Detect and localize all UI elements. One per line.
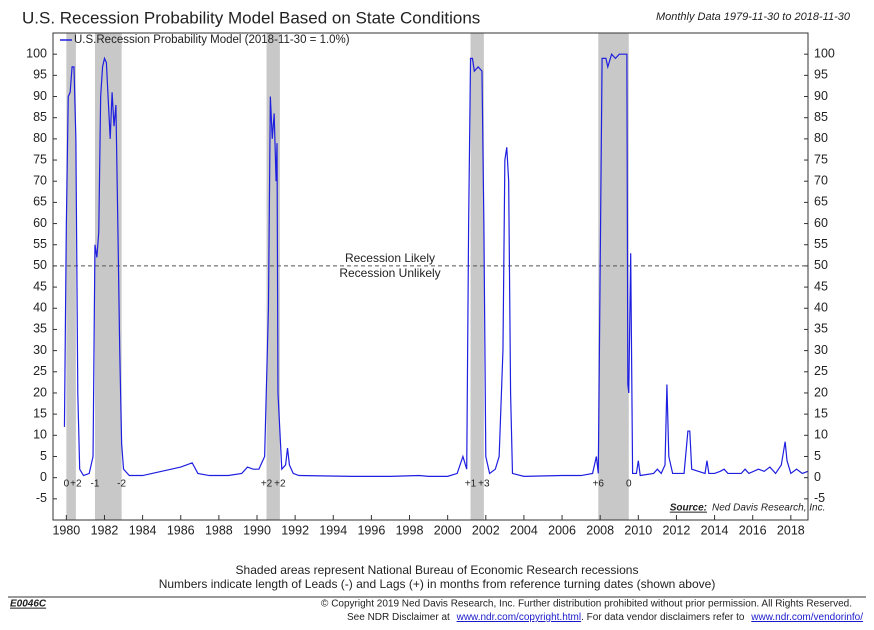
lead-lag-label: -1 <box>90 479 99 490</box>
y2-tick-label: 30 <box>814 343 828 357</box>
y2-tick-label: 70 <box>814 174 828 188</box>
y-tick-label: 70 <box>33 174 47 188</box>
x-tick-label: 2012 <box>663 523 691 537</box>
x-tick-label: 2014 <box>701 523 729 537</box>
recession-shade <box>598 33 629 520</box>
y2-tick-label: 15 <box>814 406 828 420</box>
y2-tick-label: 85 <box>814 110 828 124</box>
x-tick-label: 2016 <box>739 523 767 537</box>
y-tick-label: 5 <box>40 449 47 463</box>
y-tick-label: 40 <box>33 301 47 315</box>
y2-tick-label: 35 <box>814 322 828 336</box>
y-tick-label: 65 <box>33 195 47 209</box>
x-tick-label: 1982 <box>91 523 119 537</box>
y2-tick-label: 95 <box>814 68 828 82</box>
lead-lag-label: 0 <box>64 479 70 490</box>
x-tick-label: 1996 <box>357 523 385 537</box>
annotation: Recession Unlikely <box>339 266 440 280</box>
y2-tick-label: -5 <box>814 491 825 505</box>
y-tick-label: 20 <box>33 385 47 399</box>
chart-title: U.S. Recession Probability Model Based o… <box>22 8 480 27</box>
y2-tick-label: 65 <box>814 195 828 209</box>
x-tick-label: 2010 <box>624 523 652 537</box>
lead-lag-label: +3 <box>478 479 490 490</box>
recession-shade <box>66 33 76 520</box>
y-tick-label: 75 <box>33 152 47 166</box>
y2-tick-label: 45 <box>814 279 828 293</box>
source: Ned Davis Research, Inc. <box>712 503 825 514</box>
recession-shade <box>470 33 484 520</box>
x-tick-label: 2000 <box>434 523 462 537</box>
disclaimer: See NDR Disclaimer at www.ndr.com/copyri… <box>347 612 863 623</box>
x-tick-label: 2006 <box>548 523 576 537</box>
y2-tick-label: 80 <box>814 131 828 145</box>
y-tick-label: 30 <box>33 343 47 357</box>
lead-lag-label: +6 <box>593 479 605 490</box>
note: Shaded areas represent National Bureau o… <box>236 563 639 577</box>
x-tick-label: 2008 <box>586 523 614 537</box>
lead-lag-label: +2 <box>274 479 286 490</box>
y-tick-label: 0 <box>40 470 47 484</box>
y2-tick-label: 100 <box>814 46 835 60</box>
y2-tick-label: 50 <box>814 258 828 272</box>
y-tick-label: 80 <box>33 131 47 145</box>
y-tick-label: 10 <box>33 428 47 442</box>
y2-tick-label: 40 <box>814 301 828 315</box>
y-tick-label: 35 <box>33 322 47 336</box>
copyright: © Copyright 2019 Ned Davis Research, Inc… <box>321 599 852 610</box>
x-tick-label: 2004 <box>510 523 538 537</box>
y-tick-label: 60 <box>33 216 47 230</box>
y-tick-label: 90 <box>33 89 47 103</box>
link[interactable]: www.ndr.com/copyright.html <box>456 612 582 623</box>
lead-lag-label: 0 <box>626 479 632 490</box>
plot-frame <box>52 32 809 521</box>
x-tick-label: 1984 <box>129 523 157 537</box>
x-tick-label: 1980 <box>52 523 80 537</box>
x-tick-label: 2002 <box>472 523 500 537</box>
disclaimer-text: See NDR Disclaimer at <box>347 612 450 623</box>
y-tick-label: 25 <box>33 364 47 378</box>
y2-tick-label: 0 <box>814 470 821 484</box>
disclaimer-text: . For data vendor disclaimers refer to <box>581 612 745 623</box>
recession-shade <box>94 33 122 520</box>
lead-lag-label: +1 <box>465 479 477 490</box>
source-label: Source: <box>670 503 707 514</box>
x-tick-label: 1990 <box>243 523 271 537</box>
lead-lag-label: +2 <box>70 479 82 490</box>
x-tick-label: 1988 <box>205 523 233 537</box>
y2-tick-label: 25 <box>814 364 828 378</box>
y2-tick-label: 90 <box>814 89 828 103</box>
x-tick-label: 2018 <box>777 523 805 537</box>
x-tick-label: 1994 <box>319 523 347 537</box>
y-tick-label: -5 <box>36 491 47 505</box>
legend-label: U.S.Recession Probability Model (2018-11… <box>74 34 350 46</box>
x-tick-label: 1992 <box>281 523 309 537</box>
x-tick-label: 1986 <box>167 523 195 537</box>
y-tick-label: 55 <box>33 237 47 251</box>
annotation: Recession Likely <box>345 251 435 265</box>
y2-tick-label: 60 <box>814 216 828 230</box>
y-tick-label: 45 <box>33 279 47 293</box>
y2-tick-label: 20 <box>814 385 828 399</box>
chart-subtitle: Monthly Data 1979-11-30 to 2018-11-30 <box>656 11 851 23</box>
lead-lag-label: -2 <box>117 479 126 490</box>
y-tick-label: 50 <box>33 258 47 272</box>
y2-tick-label: 10 <box>814 428 828 442</box>
y2-tick-label: 5 <box>814 449 821 463</box>
link[interactable]: www.ndr.com/vendorinfo/ <box>750 612 863 623</box>
y-tick-label: 100 <box>26 46 47 60</box>
data-line <box>63 52 809 477</box>
lead-lag-label: +2 <box>261 479 273 490</box>
y2-tick-label: 75 <box>814 152 828 166</box>
y2-tick-label: 55 <box>814 237 828 251</box>
chart-code: E0046C <box>10 599 47 610</box>
y-tick-label: 85 <box>33 110 47 124</box>
y-tick-label: 15 <box>33 406 47 420</box>
note: Numbers indicate length of Leads (-) and… <box>159 577 716 591</box>
y-tick-label: 95 <box>33 68 47 82</box>
x-tick-label: 1998 <box>396 523 424 537</box>
